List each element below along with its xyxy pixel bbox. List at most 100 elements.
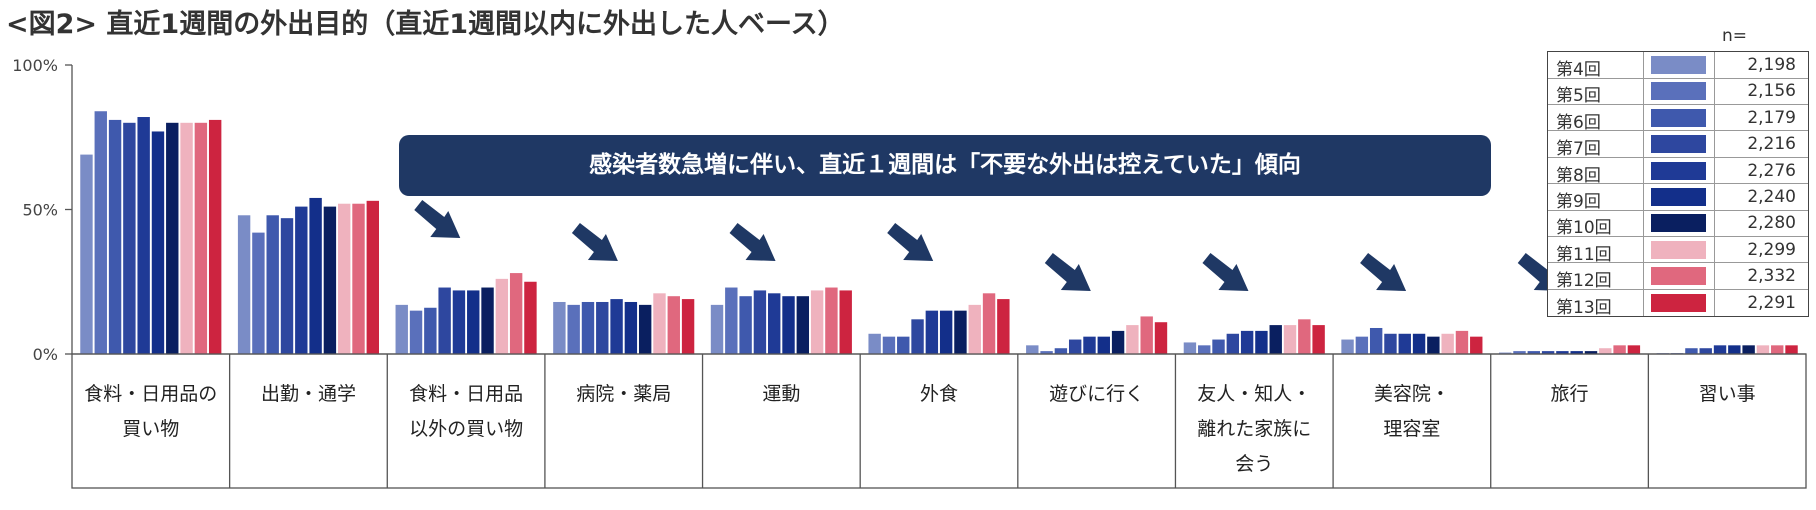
- bar: [825, 287, 838, 354]
- bar: [1269, 325, 1282, 354]
- bar: [1455, 330, 1469, 354]
- bar: [925, 310, 939, 354]
- bar: [1040, 351, 1053, 354]
- bar: [753, 290, 767, 354]
- legend-row: 第4回 2,198: [1548, 52, 1808, 80]
- bar: [1355, 336, 1369, 354]
- bar: [1527, 351, 1540, 354]
- trend-arrow-icon: [414, 200, 461, 238]
- legend-row-divider: [1548, 183, 1808, 185]
- bar: [123, 122, 136, 354]
- bar: [1713, 345, 1727, 354]
- bar: [1427, 336, 1440, 354]
- bar: [1771, 345, 1784, 354]
- legend-series-label: 第9回: [1556, 192, 1601, 212]
- y-tick-label: 50%: [22, 201, 58, 220]
- category-label: 美容院・理容室: [1374, 383, 1450, 440]
- bar: [338, 203, 351, 354]
- category-label: 習い事: [1699, 383, 1756, 405]
- bar: [166, 122, 179, 354]
- bar: [567, 304, 580, 354]
- legend-row: 第10回 2,280: [1548, 210, 1808, 238]
- bar: [810, 290, 824, 354]
- bar: [710, 304, 724, 354]
- category-label: 運動: [762, 383, 800, 405]
- bar: [796, 296, 810, 354]
- legend: 第4回 2,198 第5回 2,156 第6回 2,179 第7回 2,216 第8回 2,276…: [1547, 51, 1809, 318]
- bar: [1613, 345, 1626, 354]
- bar: [323, 206, 337, 354]
- bar: [1470, 336, 1483, 354]
- legend-n-value: 2,179: [1747, 107, 1796, 128]
- bar: [237, 215, 251, 354]
- bar: [610, 299, 623, 354]
- bar: [438, 287, 451, 354]
- legend-series-label: 第8回: [1556, 165, 1601, 186]
- legend-row-divider: [1548, 288, 1808, 290]
- legend-row: 第9回 2,240: [1548, 184, 1808, 212]
- legend-series-label: 第6回: [1556, 112, 1601, 133]
- legend-n-label: n=: [1722, 26, 1748, 46]
- legend-row-divider: [1548, 103, 1808, 105]
- bar: [1384, 333, 1397, 354]
- bar: [409, 310, 423, 354]
- bar: [1183, 342, 1197, 354]
- bar: [1298, 319, 1311, 354]
- bar: [1699, 348, 1712, 354]
- category-label: 出勤・通学: [261, 383, 356, 405]
- bar: [839, 290, 852, 354]
- bar: [624, 301, 638, 354]
- bar: [868, 333, 881, 354]
- y-tick-label: 0%: [33, 345, 58, 364]
- bar: [495, 278, 509, 354]
- trend-arrow-icon: [1360, 253, 1407, 291]
- legend-column-divider: [1643, 52, 1644, 316]
- legend-row-divider: [1548, 235, 1808, 237]
- legend-n-value: 2,156: [1747, 81, 1796, 102]
- bar: [768, 293, 781, 354]
- bar: [1026, 345, 1039, 354]
- bar: [366, 200, 380, 354]
- legend-series-label: 第5回: [1556, 86, 1601, 107]
- legend-row-divider: [1548, 130, 1808, 132]
- bar: [667, 296, 680, 354]
- bar: [1312, 325, 1325, 354]
- legend-series-label: 第12回: [1556, 271, 1612, 292]
- legend-swatch: [1651, 240, 1706, 259]
- trend-arrow-icon: [1202, 253, 1249, 291]
- y-tick-label: 100%: [12, 56, 58, 75]
- bar: [1541, 351, 1555, 354]
- bar: [1097, 336, 1110, 354]
- figure-title: <図2> 直近1週間の外出目的（直近1週間以内に外出した人ベース）: [6, 9, 845, 40]
- bar: [739, 296, 752, 354]
- bar: [1198, 345, 1211, 354]
- bar: [352, 203, 365, 354]
- bar: [1226, 333, 1240, 354]
- bar: [108, 119, 122, 354]
- bar: [939, 310, 953, 354]
- bar: [208, 119, 222, 354]
- legend-swatch: [1651, 293, 1706, 312]
- bar-marks: [80, 111, 1798, 355]
- bar: [1126, 325, 1139, 354]
- category-table-border: [71, 353, 1807, 489]
- bar: [151, 131, 165, 354]
- bar: [1240, 330, 1254, 354]
- legend-row: 第5回 2,156: [1548, 78, 1808, 107]
- legend-n-value: 2,299: [1747, 239, 1796, 260]
- category-label: 旅行: [1551, 383, 1589, 405]
- legend-series-label: 第13回: [1556, 297, 1612, 318]
- bar: [80, 154, 93, 354]
- legend-row: 第7回 2,216: [1548, 131, 1808, 159]
- bar: [1785, 345, 1798, 354]
- bar: [1398, 333, 1411, 354]
- legend-swatch: [1651, 82, 1706, 101]
- bar: [1255, 330, 1268, 354]
- bar: [1570, 351, 1583, 354]
- bar: [137, 117, 150, 355]
- bar: [1068, 339, 1082, 354]
- bar: [581, 301, 595, 354]
- bar: [596, 301, 609, 354]
- category-label: 食料・日用品の買い物: [84, 383, 217, 440]
